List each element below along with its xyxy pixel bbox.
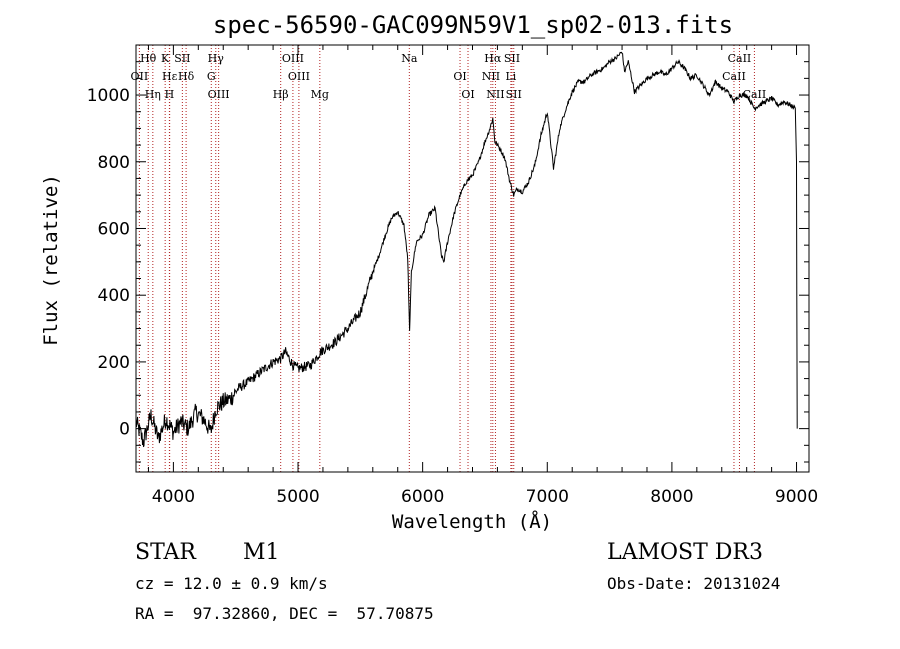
redshift-value: cz = 12.0 ± 0.9 km/s xyxy=(135,574,328,593)
marker-label-9: Hγ xyxy=(208,52,225,65)
y-tick-label-400: 400 xyxy=(98,286,130,306)
marker-label-20: NII xyxy=(486,88,504,101)
marker-label-2: Hη xyxy=(145,88,161,101)
x-tick-label-6000: 6000 xyxy=(401,487,444,507)
marker-label-18: Hα xyxy=(484,52,502,65)
marker-label-24: CaII xyxy=(728,52,752,65)
marker-label-1: OII xyxy=(131,70,149,83)
sky-coordinates: RA = 97.32860, DEC = 57.70875 xyxy=(135,604,434,623)
x-tick-label-9000: 9000 xyxy=(775,487,818,507)
x-tick-label-8000: 8000 xyxy=(650,487,693,507)
chart-title: spec-56590-GAC099N59V1_sp02-013.fits xyxy=(213,11,733,39)
object-class: STAR xyxy=(135,540,196,565)
x-axis: 4000 5000 6000 7000 8000 9000 xyxy=(147,45,818,507)
y-tick-label-800: 800 xyxy=(98,153,130,173)
marker-label-11: Hβ xyxy=(273,88,289,101)
marker-label-10: G xyxy=(207,70,216,83)
marker-label-3: K xyxy=(161,52,170,65)
marker-label-4: Hε xyxy=(162,70,178,83)
marker-label-14: Mg xyxy=(311,88,329,101)
spectrum-series-line xyxy=(135,51,798,448)
object-subclass: M1 xyxy=(243,540,280,565)
observation-date: Obs-Date: 20131024 xyxy=(607,574,781,593)
marker-label-8: OIII xyxy=(208,88,230,101)
y-tick-label-600: 600 xyxy=(98,219,130,239)
y-tick-label-1000: 1000 xyxy=(87,86,130,106)
plot-frame xyxy=(135,44,810,473)
survey-name: LAMOST DR3 xyxy=(607,540,763,565)
marker-label-6: SII xyxy=(174,52,190,65)
marker-label-17: OI xyxy=(461,88,474,101)
marker-label-16: OI xyxy=(453,70,466,83)
y-axis-label: Flux (relative) xyxy=(40,174,62,346)
marker-label-12: OIII xyxy=(282,52,304,65)
y-tick-label-200: 200 xyxy=(98,353,130,373)
x-axis-label: Wavelength (Å) xyxy=(392,510,552,533)
marker-label-5: H xyxy=(165,88,175,101)
marker-label-13: OIII xyxy=(288,70,310,83)
marker-label-26: CaII xyxy=(743,88,767,101)
x-tick-label-7000: 7000 xyxy=(526,487,569,507)
emission-line-labels: HθOIIHηKHεHSIIHδOIIIHγGHβOIIIOIIIMgNaOIO… xyxy=(131,52,767,101)
y-tick-label-0: 0 xyxy=(119,420,130,440)
marker-label-23: SII xyxy=(506,88,522,101)
marker-label-15: Na xyxy=(401,52,418,65)
marker-label-0: Hθ xyxy=(140,52,157,65)
marker-label-22: Li xyxy=(505,70,516,83)
emission-line-markers xyxy=(138,45,755,472)
marker-label-19: NII xyxy=(482,70,500,83)
x-tick-label-5000: 5000 xyxy=(276,487,319,507)
y-axis: 0 200 400 600 800 1000 xyxy=(87,61,809,463)
marker-label-21: SII xyxy=(504,52,520,65)
marker-label-7: Hδ xyxy=(178,70,195,83)
marker-label-25: CaII xyxy=(722,70,746,83)
x-tick-label-4000: 4000 xyxy=(152,487,195,507)
